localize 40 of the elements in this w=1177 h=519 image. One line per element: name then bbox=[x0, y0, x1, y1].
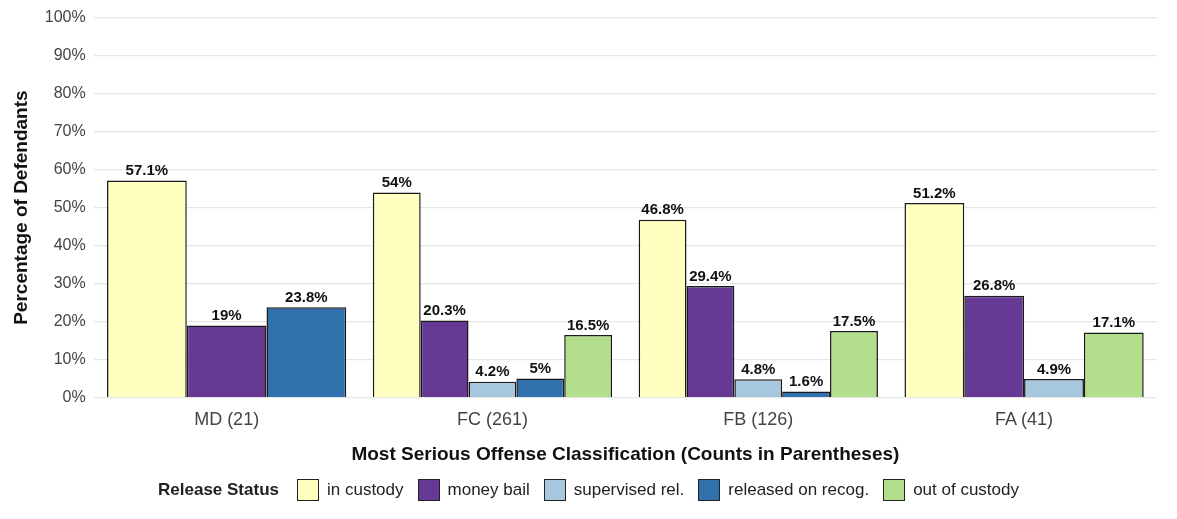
data-label: 1.6% bbox=[789, 372, 824, 390]
data-label: 16.5% bbox=[566, 315, 610, 333]
data-label: 20.3% bbox=[423, 301, 466, 319]
data-label: 23.8% bbox=[285, 287, 328, 305]
legend-label: in custody bbox=[326, 480, 404, 500]
y-tick-label: 50% bbox=[53, 198, 86, 216]
data-label: 4.9% bbox=[1036, 359, 1072, 377]
data-label: 17.5% bbox=[832, 311, 876, 329]
x-tick-label: FC (261) bbox=[456, 409, 528, 430]
y-tick-label: 30% bbox=[53, 274, 86, 292]
y-axis-title: Percentage of Defendants bbox=[9, 90, 31, 325]
legend-label: money bail bbox=[447, 480, 530, 500]
y-tick-label: 60% bbox=[53, 160, 86, 178]
data-label: 54% bbox=[381, 173, 412, 191]
y-tick-label: 10% bbox=[53, 350, 86, 368]
x-axis-title: Most Serious Offense Classification (Counts in Parentheses) bbox=[351, 442, 900, 464]
data-label: 19% bbox=[211, 306, 242, 324]
y-tick-label: 40% bbox=[53, 236, 86, 254]
data-label: 4.8% bbox=[741, 360, 776, 377]
data-label: 26.8% bbox=[972, 276, 1016, 294]
data-label: 4.2% bbox=[475, 362, 510, 380]
legend-label: released on recog. bbox=[728, 480, 870, 500]
legend-label: out of custody bbox=[913, 480, 1019, 500]
x-tick-label: FA (41) bbox=[995, 409, 1054, 430]
y-tick-label: 100% bbox=[44, 8, 86, 26]
x-tick-label: MD (21) bbox=[194, 409, 260, 430]
data-label: 29.4% bbox=[689, 266, 732, 284]
y-tick-label: 90% bbox=[53, 46, 86, 64]
y-tick-label: 0% bbox=[62, 388, 86, 406]
x-tick-label: FB (126) bbox=[723, 409, 794, 430]
data-label: 5% bbox=[529, 359, 552, 377]
data-label: 51.2% bbox=[913, 183, 956, 201]
data-label: 57.1% bbox=[125, 161, 169, 179]
y-tick-label: 80% bbox=[53, 84, 86, 102]
data-label: 17.1% bbox=[1092, 313, 1136, 331]
y-tick-label: 70% bbox=[53, 122, 86, 140]
legend-title: Release Status bbox=[158, 480, 279, 500]
legend-label: supervised rel. bbox=[573, 480, 685, 500]
data-label: 46.8% bbox=[641, 200, 684, 218]
y-tick-label: 20% bbox=[53, 312, 86, 330]
